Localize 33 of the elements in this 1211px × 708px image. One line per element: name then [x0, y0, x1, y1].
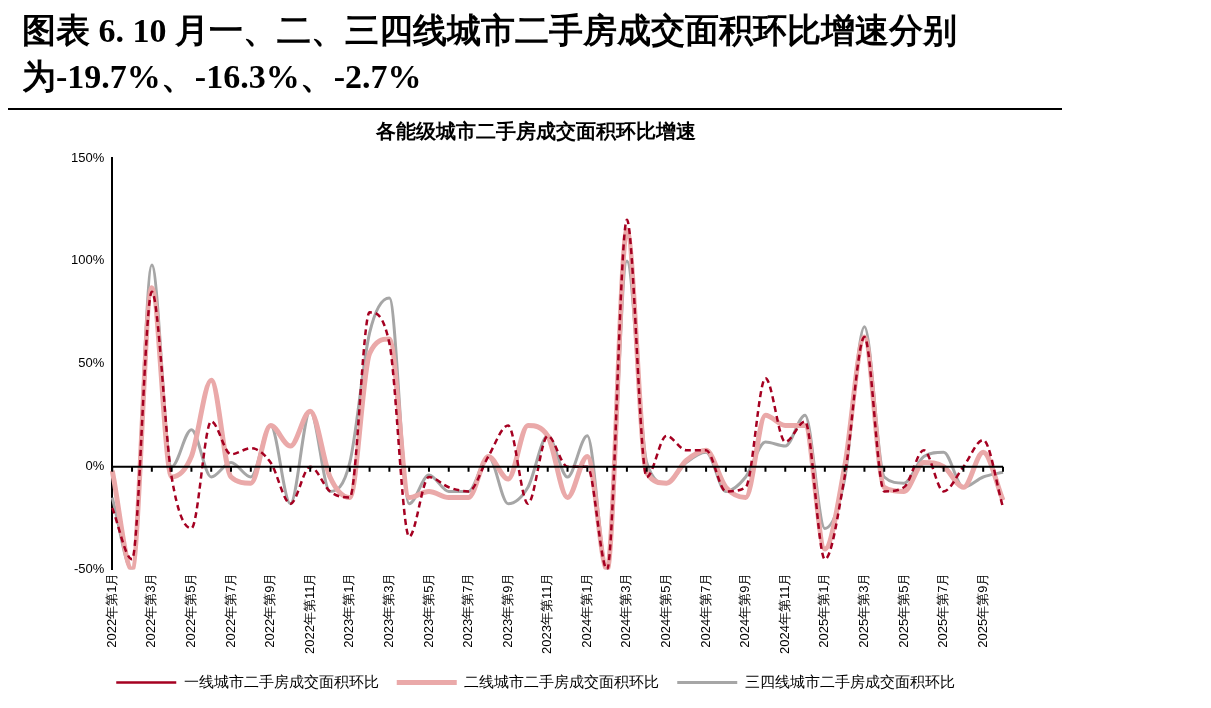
y-tick-label: 150%	[71, 149, 105, 165]
x-tick-label: 2022年第7月	[222, 572, 238, 648]
chart-subtitle: 各能级城市二手房成交面积环比增速	[374, 119, 696, 142]
legend-label: 一线城市二手房成交面积环比	[183, 672, 379, 690]
x-tick-label: 2024年第1月	[578, 572, 594, 648]
x-tick-label: 2022年第1月	[103, 572, 119, 648]
x-tick-label: 2023年第1月	[341, 572, 357, 648]
x-tick-label: 2023年第9月	[499, 572, 515, 648]
y-tick-label: 100%	[71, 252, 105, 268]
y-tick-label: 0%	[85, 458, 105, 474]
x-tick-label: 2023年第5月	[420, 572, 436, 648]
x-tick-label: 2025年第1月	[816, 572, 832, 648]
x-tick-label: 2023年第3月	[380, 572, 396, 648]
x-tick-label: 2024年第5月	[658, 572, 674, 648]
x-tick-label: 2022年第3月	[143, 572, 159, 648]
x-tick-label: 2024年第9月	[737, 572, 753, 648]
x-tick-label: 2024年第7月	[697, 572, 713, 648]
x-tick-label: 2025年第5月	[895, 572, 911, 648]
x-tick-label: 2022年第5月	[183, 572, 199, 648]
legend-label: 二线城市二手房成交面积环比	[464, 672, 660, 690]
y-tick-label: -50%	[73, 561, 105, 577]
x-tick-label: 2024年第3月	[618, 572, 634, 648]
x-tick-label: 2022年第9月	[262, 572, 278, 648]
x-tick-label: 2025年第3月	[856, 572, 872, 648]
x-tick-label: 2025年第9月	[974, 572, 990, 648]
x-tick-label: 2023年第7月	[460, 572, 476, 648]
x-tick-label: 2025年第7月	[935, 572, 951, 648]
x-tick-label: 2022年第11月	[301, 572, 317, 655]
chart-title: 图表 6. 10 月一、二、三四线城市二手房成交面积环比增速分别为-19.7%、-16.3%、-2.7%	[8, 8, 1062, 110]
y-tick-label: 50%	[78, 355, 105, 371]
x-tick-label: 2023年第11月	[539, 572, 555, 655]
x-tick-label: 2024年第11月	[776, 572, 792, 655]
legend-label: 三四线城市二手房成交面积环比	[744, 672, 955, 690]
